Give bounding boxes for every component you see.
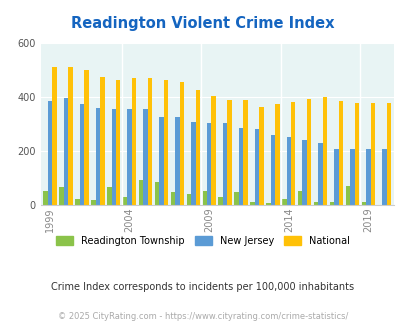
Bar [48,101,52,205]
Bar [111,109,116,205]
Bar [163,80,168,205]
Bar [338,101,342,205]
Bar [132,78,136,205]
Bar [386,103,390,205]
Bar [211,96,215,205]
Bar [370,103,374,205]
Bar [238,128,243,205]
Bar [179,82,183,205]
Bar [381,149,386,205]
Bar [350,149,354,205]
Bar [313,202,318,205]
Bar [275,104,279,205]
Bar [84,70,88,205]
Bar [250,202,254,205]
Bar [207,123,211,205]
Bar [186,194,191,205]
Bar [286,137,290,205]
Bar [68,67,72,205]
Bar [243,100,247,205]
Bar [302,140,306,205]
Bar [123,196,127,205]
Bar [43,191,48,205]
Bar [175,117,179,205]
Bar [52,67,57,205]
Bar [345,186,350,205]
Bar [143,109,147,205]
Bar [281,199,286,205]
Bar [333,148,338,205]
Bar [354,103,358,205]
Bar [154,182,159,205]
Bar [159,117,163,205]
Bar [329,202,333,205]
Bar [147,79,152,205]
Bar [59,187,64,205]
Bar [75,199,79,205]
Bar [318,143,322,205]
Bar [227,100,231,205]
Bar [218,196,222,205]
Bar [222,123,227,205]
Bar [191,121,195,205]
Bar [195,90,200,205]
Bar [258,107,263,205]
Text: Crime Index corresponds to incidents per 100,000 inhabitants: Crime Index corresponds to incidents per… [51,282,354,292]
Bar [100,78,104,205]
Bar [116,80,120,205]
Bar [266,203,270,205]
Bar [365,149,370,205]
Bar [139,180,143,205]
Text: Readington Violent Crime Index: Readington Violent Crime Index [71,16,334,31]
Bar [270,135,275,205]
Text: © 2025 CityRating.com - https://www.cityrating.com/crime-statistics/: © 2025 CityRating.com - https://www.city… [58,312,347,321]
Bar [254,129,258,205]
Bar [361,202,365,205]
Bar [79,104,84,205]
Bar [202,191,207,205]
Bar [290,102,295,205]
Bar [297,191,302,205]
Bar [96,108,100,205]
Bar [234,192,238,205]
Bar [107,187,111,205]
Bar [306,99,311,205]
Bar [64,98,68,205]
Legend: Readington Township, New Jersey, National: Readington Township, New Jersey, Nationa… [56,236,349,246]
Bar [171,192,175,205]
Bar [127,109,132,205]
Bar [322,97,326,205]
Bar [91,200,96,205]
